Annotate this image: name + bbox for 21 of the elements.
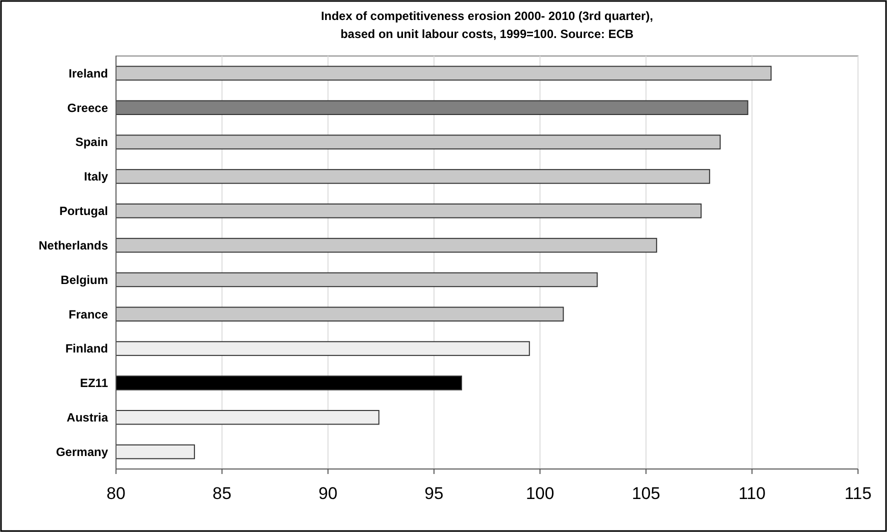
x-tick-label: 90 bbox=[318, 484, 338, 503]
y-tick-label: France bbox=[68, 307, 108, 322]
x-tick-label: 85 bbox=[212, 484, 232, 503]
y-tick-label: Italy bbox=[84, 170, 108, 184]
x-tick-label: 80 bbox=[106, 484, 126, 503]
x-tick-label: 100 bbox=[526, 484, 554, 503]
y-tick-label: EZ11 bbox=[80, 376, 108, 390]
y-tick-label: Ireland bbox=[68, 66, 108, 80]
y-tick-label: Greece bbox=[67, 100, 108, 115]
y-tick-label: Germany bbox=[56, 444, 108, 459]
x-tick-label: 105 bbox=[632, 484, 660, 503]
x-tick-label: 110 bbox=[738, 484, 766, 503]
y-tick-label: Spain bbox=[75, 135, 108, 150]
x-tick-label: 95 bbox=[424, 484, 444, 503]
y-tick-label: Finland bbox=[65, 342, 108, 356]
y-tick-label: Belgium bbox=[60, 272, 108, 287]
x-tick-label: 115 bbox=[844, 484, 872, 503]
chart-title: Index of competitiveness erosion 2000- 2010 (3rd quarter), based on unit labour costs, 1999=100. Source: ECB bbox=[320, 9, 654, 41]
y-tick-label: Austria bbox=[66, 410, 108, 425]
y-tick-label: Portugal bbox=[59, 204, 108, 218]
y-tick-label: Netherlands bbox=[38, 238, 108, 252]
